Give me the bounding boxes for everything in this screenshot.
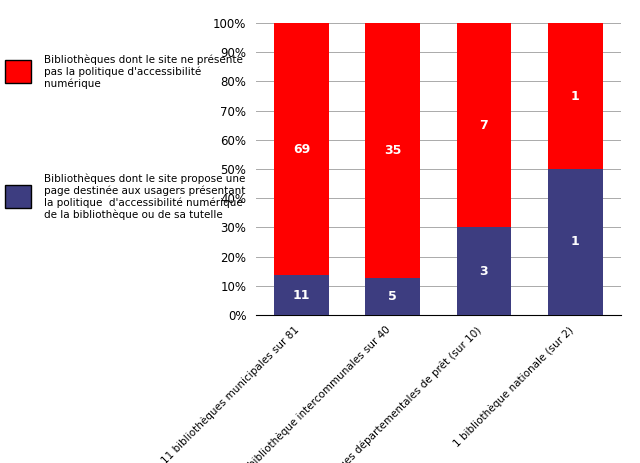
FancyBboxPatch shape xyxy=(5,185,31,208)
Bar xyxy=(457,227,511,315)
Text: Bibliothèques dont le site propose une
page destinée aux usagers présentant
la p: Bibliothèques dont le site propose une p… xyxy=(44,173,245,220)
Text: 5: 5 xyxy=(388,290,397,303)
Bar xyxy=(548,169,603,315)
Bar xyxy=(275,23,329,275)
Bar xyxy=(275,275,329,315)
Text: 3: 3 xyxy=(480,264,488,278)
Bar xyxy=(365,23,420,278)
Text: 1: 1 xyxy=(571,89,580,103)
Text: 35: 35 xyxy=(384,144,401,157)
Text: Bibliothèques dont le site ne présente
pas la politique d'accessibilité
numériqu: Bibliothèques dont le site ne présente p… xyxy=(44,54,243,89)
Bar xyxy=(457,23,511,227)
Text: 7: 7 xyxy=(479,119,488,132)
Text: 69: 69 xyxy=(293,143,310,156)
Text: 1: 1 xyxy=(571,235,580,249)
Bar xyxy=(548,23,603,169)
Bar xyxy=(365,278,420,315)
FancyBboxPatch shape xyxy=(5,60,31,83)
Text: 11: 11 xyxy=(293,288,310,301)
